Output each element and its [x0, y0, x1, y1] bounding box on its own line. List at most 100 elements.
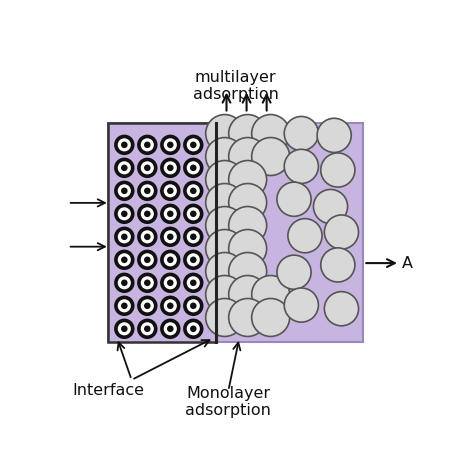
Circle shape [137, 273, 157, 293]
Circle shape [187, 253, 200, 266]
Circle shape [144, 326, 151, 332]
Circle shape [284, 117, 319, 151]
Circle shape [118, 276, 131, 289]
Circle shape [144, 234, 151, 240]
Circle shape [190, 234, 197, 240]
Circle shape [190, 280, 197, 286]
Circle shape [121, 210, 128, 217]
Circle shape [190, 142, 197, 148]
Circle shape [187, 161, 200, 174]
Circle shape [167, 234, 173, 240]
Circle shape [164, 299, 177, 312]
Circle shape [121, 142, 128, 148]
Circle shape [167, 164, 173, 171]
Circle shape [137, 204, 157, 224]
Circle shape [144, 164, 151, 171]
Circle shape [144, 280, 151, 286]
Circle shape [167, 210, 173, 217]
Circle shape [183, 319, 203, 339]
Circle shape [160, 135, 181, 155]
Circle shape [252, 275, 290, 313]
Circle shape [206, 115, 244, 153]
Circle shape [121, 302, 128, 309]
Circle shape [164, 322, 177, 336]
Circle shape [206, 161, 244, 199]
Circle shape [187, 299, 200, 312]
Circle shape [114, 250, 135, 270]
Circle shape [118, 299, 131, 312]
Circle shape [187, 138, 200, 151]
Circle shape [183, 296, 203, 316]
Circle shape [137, 227, 157, 247]
Circle shape [187, 207, 200, 220]
Circle shape [183, 158, 203, 178]
Circle shape [121, 188, 128, 194]
Circle shape [321, 248, 355, 282]
Circle shape [144, 188, 151, 194]
Circle shape [252, 137, 290, 175]
Circle shape [144, 256, 151, 263]
Circle shape [167, 256, 173, 263]
Circle shape [190, 164, 197, 171]
Circle shape [164, 207, 177, 220]
Circle shape [313, 190, 347, 224]
Circle shape [228, 253, 267, 291]
Circle shape [284, 149, 319, 183]
Circle shape [164, 184, 177, 197]
Circle shape [228, 229, 267, 267]
Circle shape [137, 181, 157, 201]
Circle shape [167, 142, 173, 148]
Circle shape [183, 273, 203, 293]
Bar [108, 123, 216, 342]
Circle shape [121, 256, 128, 263]
Circle shape [284, 288, 319, 322]
Circle shape [118, 138, 131, 151]
Circle shape [164, 276, 177, 289]
Circle shape [141, 161, 154, 174]
Circle shape [160, 158, 181, 178]
Circle shape [324, 215, 358, 249]
Circle shape [141, 276, 154, 289]
Circle shape [114, 135, 135, 155]
Circle shape [190, 188, 197, 194]
Circle shape [164, 230, 177, 243]
Circle shape [114, 181, 135, 201]
Circle shape [228, 115, 267, 153]
Circle shape [167, 280, 173, 286]
Text: A: A [401, 255, 413, 271]
Circle shape [206, 253, 244, 291]
Circle shape [252, 115, 290, 153]
Circle shape [141, 253, 154, 266]
Circle shape [141, 207, 154, 220]
Circle shape [121, 280, 128, 286]
Circle shape [190, 302, 197, 309]
Circle shape [160, 250, 181, 270]
Circle shape [228, 183, 267, 221]
Circle shape [228, 137, 267, 175]
Circle shape [206, 275, 244, 313]
Circle shape [190, 326, 197, 332]
Circle shape [118, 184, 131, 197]
Circle shape [183, 181, 203, 201]
Circle shape [206, 299, 244, 337]
Circle shape [160, 204, 181, 224]
Circle shape [190, 210, 197, 217]
Circle shape [228, 299, 267, 337]
Text: multilayer
adsorption: multilayer adsorption [193, 70, 279, 102]
Circle shape [118, 230, 131, 243]
Circle shape [183, 135, 203, 155]
Circle shape [288, 219, 322, 253]
Circle shape [277, 182, 311, 216]
Circle shape [114, 158, 135, 178]
Text: Interface: Interface [72, 383, 144, 398]
Circle shape [137, 250, 157, 270]
Circle shape [228, 161, 267, 199]
Circle shape [121, 234, 128, 240]
Circle shape [164, 161, 177, 174]
Circle shape [141, 322, 154, 336]
Circle shape [118, 207, 131, 220]
Circle shape [183, 250, 203, 270]
Circle shape [206, 229, 244, 267]
Circle shape [277, 255, 311, 289]
Circle shape [118, 161, 131, 174]
